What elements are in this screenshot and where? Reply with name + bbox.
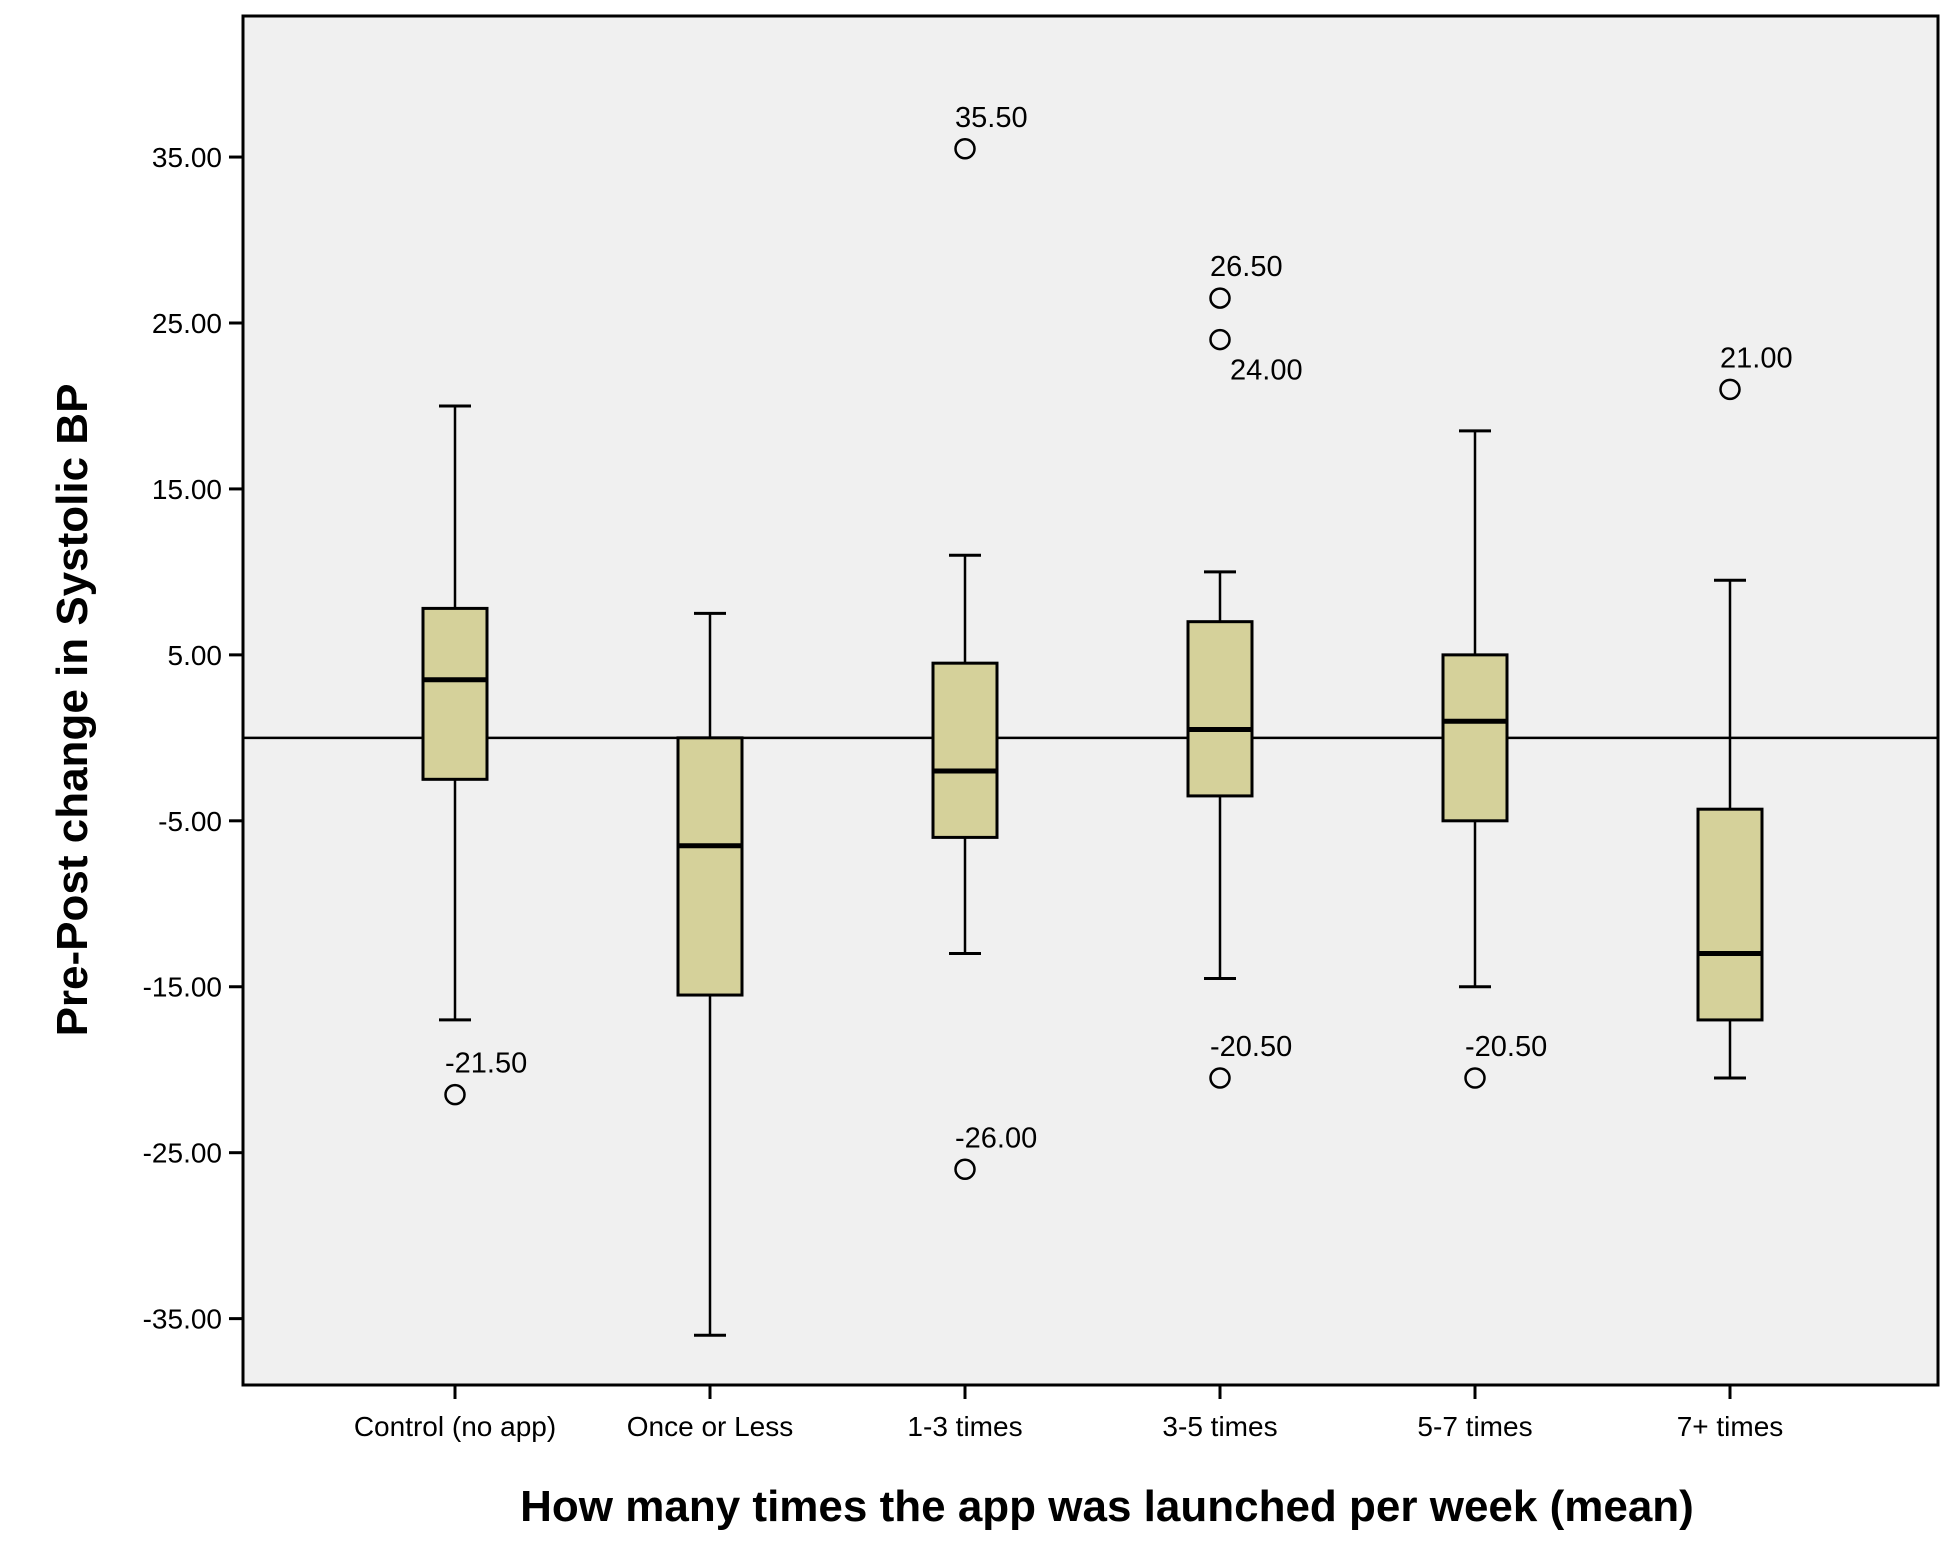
x-tick-label: Control (no app) [354, 1411, 556, 1442]
iqr-box [676, 736, 744, 997]
outlier-label: -20.50 [1210, 1031, 1292, 1063]
y-tick-label: -15.00 [143, 972, 222, 1003]
outlier-label: -20.50 [1465, 1031, 1547, 1063]
x-tick-label: Once or Less [627, 1411, 794, 1442]
outlier-label: 26.50 [1210, 251, 1283, 283]
box-group: 35.50 -26.00 [931, 102, 1037, 1181]
x-tick-label: 3-5 times [1162, 1411, 1277, 1442]
box-group: 26.50 24.00 -20.50 [1186, 251, 1303, 1089]
y-tick-label: -25.00 [143, 1138, 222, 1169]
outlier-point [444, 1083, 466, 1106]
outlier-label: 24.00 [1230, 355, 1303, 387]
y-tick-label: 5.00 [168, 640, 223, 671]
iqr-box [1696, 807, 1764, 1022]
iqr-box [421, 606, 489, 781]
y-tick-label: -5.00 [158, 806, 222, 837]
outlier-point [954, 1158, 976, 1181]
outlier-point [1209, 328, 1231, 351]
y-tick-label: 25.00 [152, 308, 222, 339]
outlier-point [954, 138, 976, 160]
box-group: 21.00 [1696, 342, 1793, 1080]
x-tick-label: 1-3 times [907, 1411, 1022, 1442]
iqr-box [931, 661, 999, 839]
x-tick-label: 5-7 times [1417, 1411, 1532, 1442]
y-axis: 35.00 25.00 15.00 5.00 -5.00 -15.00 -25.00 -35.… [143, 142, 243, 1335]
box-group: -21.50 [421, 404, 527, 1106]
outlier-label: -21.50 [445, 1048, 527, 1080]
x-axis-title: How many times the app was launched per … [520, 1482, 1694, 1531]
x-axis: Control (no app) Once or Less 1-3 times 3-5… [354, 1385, 1783, 1442]
y-tick-label: -35.00 [143, 1304, 222, 1335]
outlier-label: 35.50 [955, 102, 1028, 134]
outlier-label: -26.00 [955, 1122, 1037, 1154]
y-tick-label: 15.00 [152, 474, 222, 505]
outlier-point [1719, 378, 1741, 401]
y-tick-label: 35.00 [152, 142, 222, 173]
iqr-box [1441, 653, 1509, 823]
box-group [676, 611, 744, 1337]
outlier-point [1209, 1067, 1231, 1089]
outlier-point [1209, 287, 1231, 309]
x-tick-label: 7+ times [1677, 1411, 1784, 1442]
box-group: -20.50 [1441, 429, 1547, 1089]
plot-area [241, 14, 1940, 1387]
y-axis-title: Pre-Post change in Systolic BP [48, 384, 97, 1037]
outlier-label: 21.00 [1720, 342, 1793, 374]
outlier-point [1464, 1067, 1486, 1089]
iqr-box [1186, 620, 1254, 798]
